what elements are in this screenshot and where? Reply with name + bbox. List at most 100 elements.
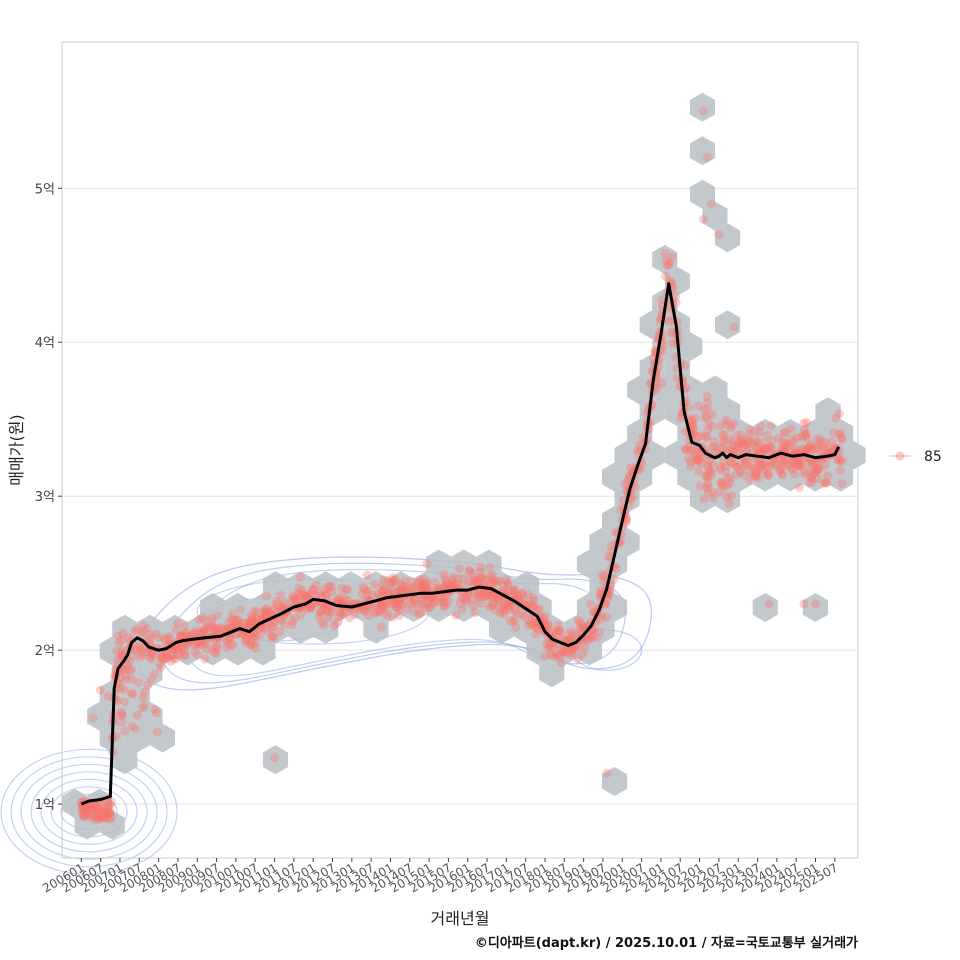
data-point <box>680 361 690 370</box>
data-point <box>797 433 807 443</box>
hexbin-cell <box>689 440 715 470</box>
data-point <box>789 458 799 468</box>
data-point <box>326 582 336 592</box>
data-point <box>715 487 725 497</box>
data-point <box>418 582 428 592</box>
data-point <box>306 603 316 613</box>
data-point <box>731 470 741 479</box>
data-point <box>672 373 682 383</box>
data-point <box>781 440 791 450</box>
data-point <box>717 480 727 489</box>
data-point <box>828 428 838 438</box>
data-point <box>741 461 750 471</box>
data-point <box>462 597 472 607</box>
data-point <box>88 713 98 723</box>
data-point <box>581 635 590 645</box>
data-point <box>468 568 478 578</box>
data-point <box>836 428 846 438</box>
hexbin-cell <box>689 179 715 209</box>
data-point <box>787 435 797 444</box>
hexbin-cell <box>514 571 540 601</box>
data-point <box>786 424 796 434</box>
hexbin-cell <box>175 636 201 666</box>
data-point <box>694 454 704 464</box>
data-point <box>499 601 509 611</box>
data-point <box>706 199 716 209</box>
data-point <box>468 594 478 604</box>
data-point <box>121 671 131 681</box>
data-point <box>790 470 800 479</box>
data-point <box>805 442 815 452</box>
data-point <box>812 465 822 475</box>
data-point <box>395 610 405 620</box>
data-point <box>766 421 776 431</box>
data-point <box>781 456 790 466</box>
data-point <box>94 807 104 817</box>
data-point <box>79 810 89 819</box>
data-point <box>81 806 91 816</box>
data-point <box>421 603 431 613</box>
hexbin-cell <box>664 353 690 383</box>
data-point <box>335 607 345 617</box>
data-point <box>287 596 297 606</box>
data-point <box>137 630 147 640</box>
data-point <box>519 612 529 622</box>
data-point <box>142 624 152 634</box>
data-point <box>477 573 487 583</box>
data-point <box>196 628 206 638</box>
data-point <box>630 482 640 492</box>
data-point <box>684 441 694 451</box>
data-point <box>599 576 609 586</box>
data-point <box>478 573 487 582</box>
data-point <box>297 594 307 604</box>
data-point <box>676 413 686 423</box>
data-point <box>79 812 89 821</box>
data-point <box>387 576 397 586</box>
data-point <box>117 646 127 656</box>
hexbin-cell <box>338 571 364 601</box>
hexbin-cell <box>727 419 753 448</box>
data-point <box>95 807 105 817</box>
data-point <box>628 492 638 502</box>
data-point <box>814 464 824 474</box>
data-point <box>568 648 578 658</box>
data-point <box>414 579 424 588</box>
data-point <box>294 589 303 599</box>
data-point <box>81 805 91 815</box>
data-point <box>318 606 328 616</box>
data-point <box>336 592 346 602</box>
data-point <box>582 634 592 644</box>
data-point <box>96 814 106 824</box>
data-point <box>701 431 711 441</box>
data-point <box>334 594 343 604</box>
data-point <box>528 596 538 606</box>
hexbin-cell <box>689 136 715 166</box>
data-point <box>694 432 704 442</box>
data-point <box>827 437 837 447</box>
data-point <box>573 615 583 625</box>
data-point <box>134 642 144 652</box>
data-point <box>837 435 847 445</box>
data-point <box>250 606 260 616</box>
data-point <box>464 589 474 599</box>
data-point <box>587 633 596 643</box>
data-point <box>487 601 497 611</box>
data-point <box>261 610 271 620</box>
density-contour-cluster <box>20 763 158 860</box>
data-point <box>726 457 736 466</box>
data-point <box>778 470 788 480</box>
data-point <box>726 423 736 433</box>
data-point <box>267 631 277 641</box>
data-point <box>814 464 824 474</box>
data-point <box>247 613 257 623</box>
data-point <box>563 636 573 646</box>
data-point <box>837 479 847 488</box>
data-point <box>77 802 87 812</box>
data-point <box>560 647 570 657</box>
data-point <box>662 260 672 270</box>
data-point <box>229 615 239 625</box>
data-point <box>554 626 564 636</box>
data-point <box>107 797 117 807</box>
data-point <box>336 609 345 619</box>
data-point <box>742 440 752 450</box>
